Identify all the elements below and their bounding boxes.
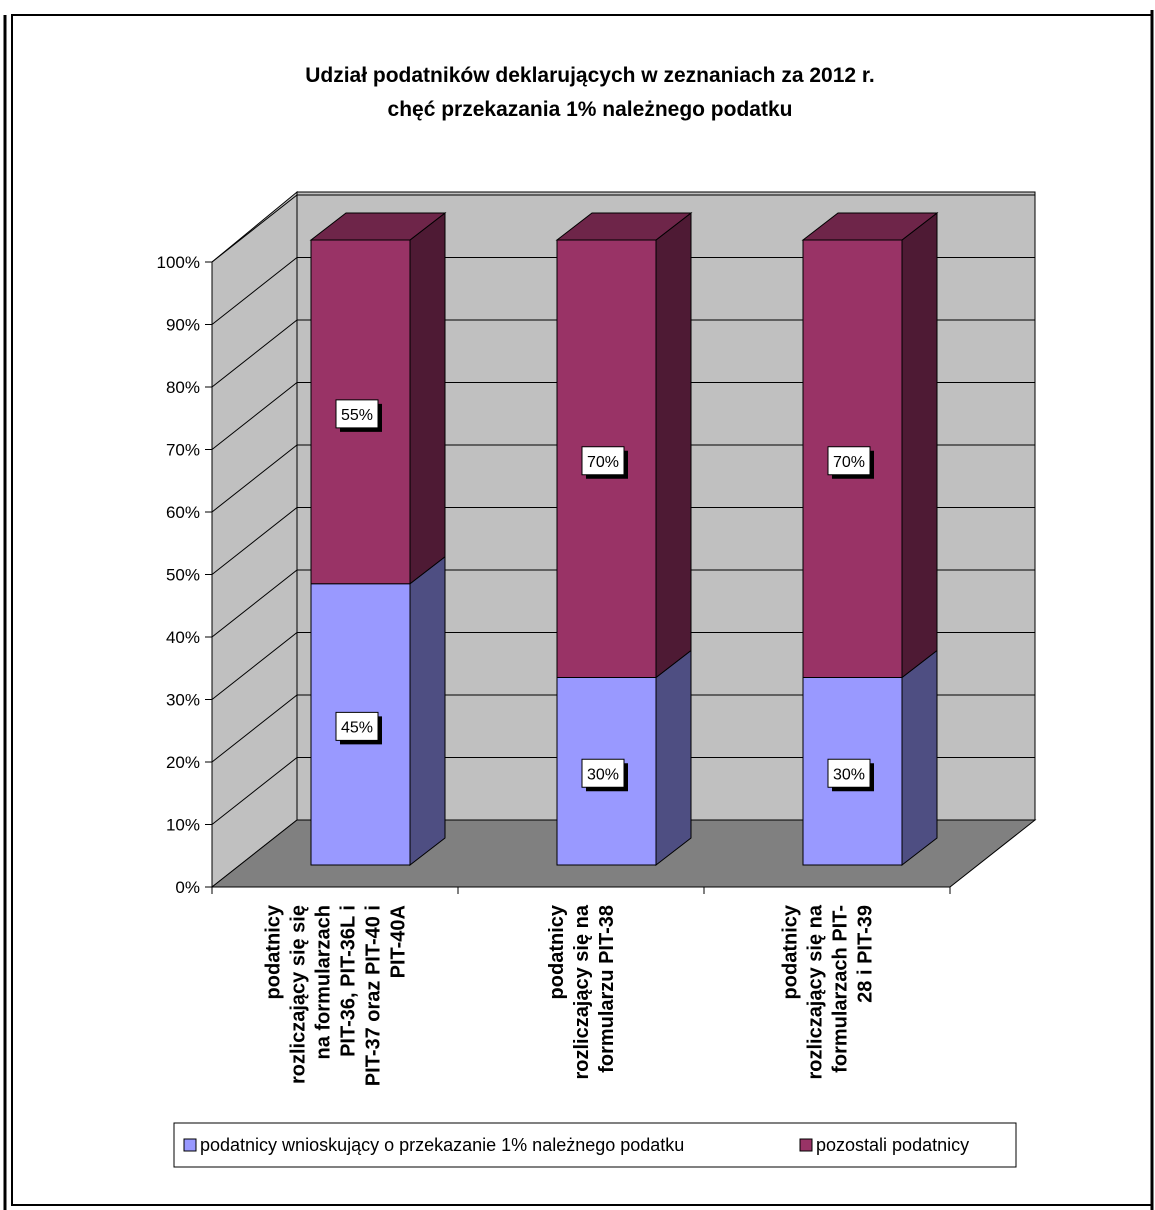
legend-swatch-series-2 <box>799 1138 813 1152</box>
category-label-line: PIT-36, PIT-36L i <box>338 905 360 1057</box>
y-tick-label: 30% <box>166 691 200 710</box>
gridline <box>211 319 1035 388</box>
bar-side <box>655 211 692 679</box>
bar-side <box>901 649 938 867</box>
y-tick-label: 60% <box>166 503 200 522</box>
y-tick-label: 50% <box>166 566 200 585</box>
data-label: 45% <box>341 719 373 736</box>
data-label-box <box>581 446 625 476</box>
bar-top <box>555 212 693 241</box>
category-label-line: PIT-40A <box>388 905 410 978</box>
category-label: podatnicy rozliczający się się na formular… <box>263 904 410 1086</box>
left-wall <box>211 190 298 889</box>
category-label-line: podatnicy <box>546 904 568 999</box>
category-labels: podatnicy rozliczający się się na formular… <box>263 904 877 1086</box>
gridline <box>211 382 1035 450</box>
chart-title-line-2: chęć przekazania 1% należnego podatku <box>388 98 793 121</box>
gridline <box>211 694 1035 763</box>
gridline <box>211 569 1035 638</box>
legend-box <box>173 1122 1017 1168</box>
category-label: podatnicy rozliczający się na formularzach… <box>780 904 877 1079</box>
data-label: 70% <box>833 454 865 471</box>
y-tick-label: 100% <box>157 253 200 272</box>
y-tick-label: 0% <box>175 878 200 897</box>
chart-title-line-1: Udział podatników deklarujących w zeznan… <box>305 64 875 87</box>
category-label-line: PIT-37 oraz PIT-40 i <box>363 905 385 1086</box>
legend-label-series-1: podatnicy wnioskujący o przekazanie 1% n… <box>200 1135 684 1155</box>
bar-side <box>901 211 938 679</box>
data-label-box <box>335 711 379 741</box>
data-label-box <box>335 399 379 429</box>
data-label: 70% <box>587 454 619 471</box>
bar-side <box>655 649 692 867</box>
gridline <box>211 444 1035 513</box>
category-label-line: formularzach PIT- <box>830 905 852 1073</box>
data-label: 30% <box>833 766 865 783</box>
gridlines <box>211 194 1035 825</box>
category-label: podatnicy rozliczający się na formularzu P… <box>546 904 618 1079</box>
legend: podatnicy wnioskujący o przekazanie 1% n… <box>173 1122 1017 1168</box>
y-tick-label: 40% <box>166 628 200 647</box>
gridline <box>211 632 1035 700</box>
gridline <box>211 757 1035 825</box>
category-label-line: 28 i PIT-39 <box>855 905 877 1003</box>
y-tick-label: 20% <box>166 753 200 772</box>
bar-top <box>309 212 447 241</box>
category-label-line: rozliczający się na <box>805 904 827 1079</box>
data-label: 30% <box>587 766 619 783</box>
data-labels: 45% 55% 30% 70% 30% 70% <box>335 399 874 792</box>
gridline <box>211 257 1035 325</box>
legend-label-series-2: pozostali podatnicy <box>816 1135 969 1155</box>
data-label: 55% <box>341 407 373 424</box>
category-label-line: podatnicy <box>780 904 802 999</box>
y-tick-label: 90% <box>166 316 200 335</box>
category-label-line: rozliczający się się <box>288 905 310 1084</box>
y-tick-label: 70% <box>166 441 200 460</box>
data-label-box <box>827 446 871 476</box>
gridline <box>211 507 1035 575</box>
legend-swatch-series-1 <box>183 1138 197 1152</box>
y-axis: 0% 10% 20% 30% 40% 50% 60% 70% 80% 90% 100% <box>157 253 951 897</box>
bar-side <box>409 211 446 585</box>
gridline <box>211 194 1035 263</box>
category-label-line: podatnicy <box>263 904 285 999</box>
y-tick-label: 80% <box>166 378 200 397</box>
bar-top <box>801 212 939 241</box>
bar-side <box>409 555 446 867</box>
category-label-line: formularzu PIT-38 <box>596 905 618 1073</box>
category-label-line: na formularzach <box>313 905 335 1059</box>
data-label-box <box>581 758 625 788</box>
data-label-box <box>827 758 871 788</box>
y-tick-label: 10% <box>166 816 200 835</box>
category-label-line: rozliczający się na <box>571 904 593 1079</box>
